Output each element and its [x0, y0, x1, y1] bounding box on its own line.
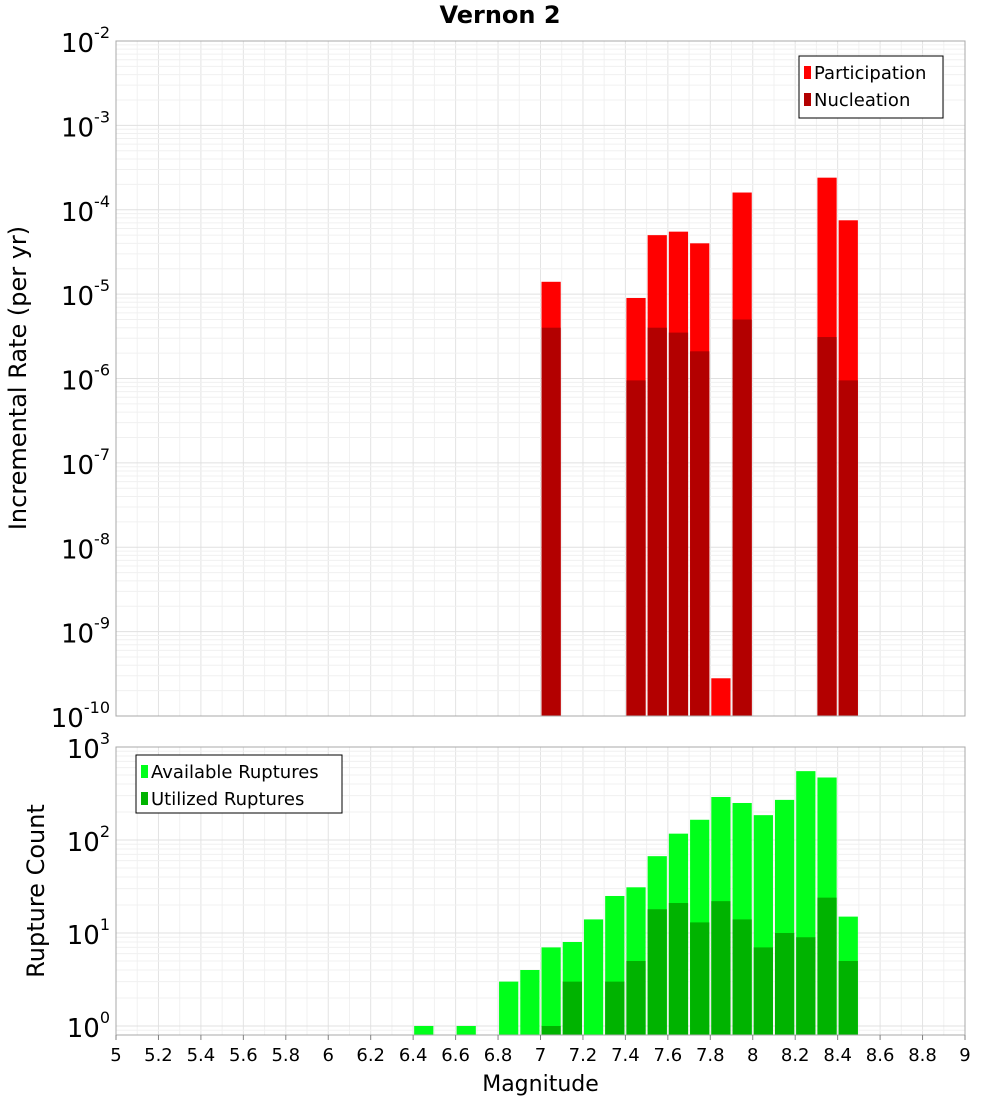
- bar-utilized-ruptures: [626, 960, 646, 1035]
- x-tick-label: 6: [323, 1045, 334, 1066]
- bar-utilized-ruptures: [647, 909, 667, 1035]
- y-tick-label: 10-7: [61, 445, 110, 481]
- legend-box: [798, 55, 944, 119]
- y-tick-label: 10-2: [61, 23, 110, 59]
- bar-utilized-ruptures: [668, 903, 689, 1035]
- x-tick-label: 6.6: [441, 1045, 470, 1066]
- x-tick-label: 9: [959, 1045, 970, 1066]
- x-tick-label: 6.8: [484, 1045, 513, 1066]
- bar-utilized-ruptures: [562, 981, 582, 1035]
- top-panel: 10-10 10-9 10-8 10-7 10-6 10-5 10-4 10-3 10-2 Inc…: [4, 23, 966, 734]
- bar-available-ruptures: [456, 1025, 476, 1035]
- y-axis-label: Rupture Count: [22, 804, 50, 978]
- x-tick-label: 7.4: [611, 1045, 640, 1066]
- x-tick-label: 7.8: [696, 1045, 725, 1066]
- legend-label: Available Ruptures: [151, 762, 319, 783]
- y-tick-label: 101: [67, 915, 110, 951]
- bar-nucleation: [541, 327, 561, 716]
- bar-nucleation: [732, 319, 752, 716]
- bar-available-ruptures: [499, 981, 519, 1035]
- x-tick-label: 5.2: [144, 1045, 173, 1066]
- y-tick-label: 100: [67, 1008, 110, 1044]
- x-tick-label: 8.4: [823, 1045, 852, 1066]
- y-tick-label: 10-10: [51, 698, 110, 734]
- x-tick-label: 7.2: [569, 1045, 598, 1066]
- legend-box: [135, 754, 343, 814]
- legend: Participation Nucleation: [798, 55, 944, 119]
- y-tick-label: 10-5: [61, 276, 110, 312]
- legend-label: Utilized Ruptures: [151, 789, 304, 810]
- x-tick-label: 6.2: [356, 1045, 385, 1066]
- bar-nucleation: [690, 351, 710, 716]
- legend-label: Nucleation: [814, 90, 910, 111]
- grid-lines: [115, 40, 966, 717]
- bar-available-ruptures: [414, 1025, 434, 1035]
- bar-utilized-ruptures: [817, 897, 837, 1035]
- legend-swatch: [141, 765, 148, 778]
- y-tick-label: 10-3: [61, 107, 110, 143]
- legend-swatch: [804, 93, 811, 106]
- x-axis-label: Magnitude: [482, 1072, 599, 1097]
- chart-title: Vernon 2: [439, 1, 560, 29]
- x-tick-label: 7: [535, 1045, 546, 1066]
- bar-nucleation: [817, 337, 837, 716]
- x-tick-label: 8.8: [908, 1045, 937, 1066]
- bar-nucleation: [626, 380, 646, 716]
- x-tick-label: 7.6: [654, 1045, 683, 1066]
- legend-swatch: [141, 792, 148, 805]
- plot-border: [115, 40, 966, 717]
- bar-available-ruptures: [583, 919, 604, 1035]
- bar-nucleation: [647, 327, 667, 716]
- bar-utilized-ruptures: [541, 1025, 561, 1035]
- x-tick-label: 8.2: [781, 1045, 810, 1066]
- bar-utilized-ruptures: [732, 919, 752, 1035]
- legend-label: Participation: [814, 63, 926, 84]
- legend-swatch: [804, 66, 811, 79]
- x-tick-label: 5.4: [187, 1045, 216, 1066]
- x-tick-label: 5.6: [229, 1045, 258, 1066]
- series-nucleation: [541, 319, 858, 716]
- x-tick-label: 6.4: [399, 1045, 428, 1066]
- y-tick-label: 103: [67, 729, 110, 765]
- bar-utilized-ruptures: [796, 937, 816, 1035]
- bar-utilized-ruptures: [753, 947, 773, 1035]
- bar-nucleation: [838, 380, 858, 716]
- y-axis-label: Incremental Rate (per yr): [4, 226, 32, 530]
- x-tick-label: 8.6: [866, 1045, 895, 1066]
- series-utilized-ruptures: [541, 897, 858, 1035]
- y-tick-label: 102: [67, 822, 110, 858]
- y-tick-label: 10-8: [61, 529, 110, 565]
- bar-utilized-ruptures: [605, 981, 625, 1035]
- x-tick-label: 5: [110, 1045, 121, 1066]
- bar-nucleation: [668, 332, 689, 716]
- y-tick-label: 10-9: [61, 614, 110, 650]
- bar-utilized-ruptures: [690, 922, 710, 1035]
- bar-utilized-ruptures: [838, 960, 858, 1035]
- bar-available-ruptures: [541, 947, 561, 1035]
- legend: Available Ruptures Utilized Ruptures: [135, 754, 343, 814]
- y-tick-label: 10-6: [61, 361, 110, 397]
- x-tick-label: 8: [747, 1045, 758, 1066]
- x-tick-label: 5.8: [271, 1045, 300, 1066]
- bottom-panel: 100 101 102 103 Rupture Count 5 5.2 5.4 5.6 5.8 6 6…: [22, 729, 971, 1097]
- bar-participation: [711, 678, 731, 716]
- bar-available-ruptures: [520, 969, 540, 1035]
- bar-utilized-ruptures: [711, 901, 731, 1035]
- y-tick-label: 10-4: [61, 192, 110, 228]
- bar-utilized-ruptures: [774, 932, 795, 1035]
